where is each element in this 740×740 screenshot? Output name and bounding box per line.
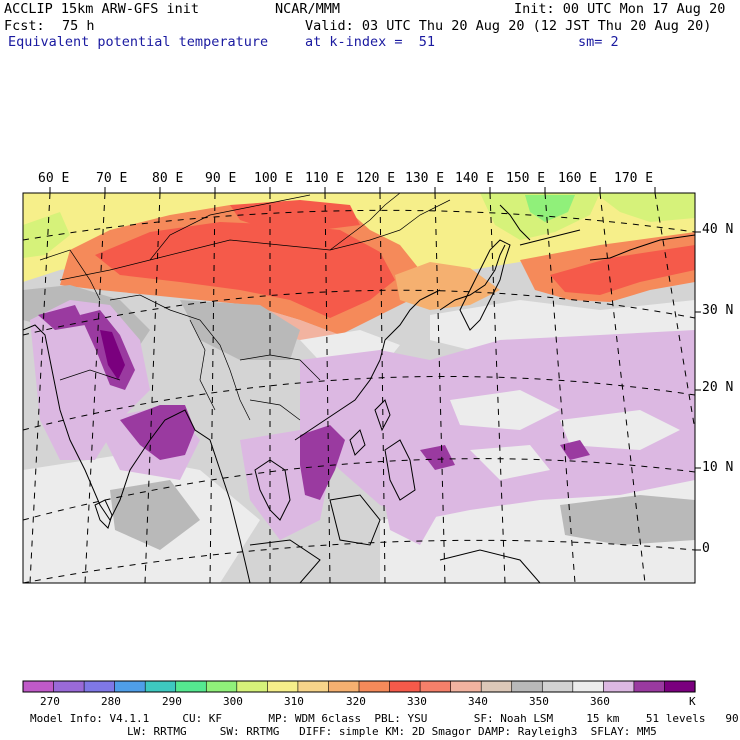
lon-label-90e: 90 E: [205, 171, 237, 186]
colorbar-tick-280: 280: [101, 695, 121, 708]
colorbar-tick-330: 330: [407, 695, 427, 708]
colorbar-cell: [419, 680, 452, 693]
colorbar-tick-290: 290: [162, 695, 182, 708]
colorbar-cell: [480, 680, 513, 693]
forecast-label: Fcst:: [4, 18, 45, 34]
lon-label-80e: 80 E: [152, 171, 184, 186]
organization-label: NCAR/MMM: [275, 1, 341, 17]
colorbar-cell: [603, 680, 635, 693]
forecast-hour: 75 h: [62, 18, 95, 34]
graticule: [23, 193, 695, 583]
colorbar-tick-300: 300: [223, 695, 243, 708]
lat-label-40n: 40 N: [702, 222, 734, 237]
level-index: at k-index = 51: [305, 34, 436, 50]
colorbar-cell: [205, 680, 238, 693]
field-shading: [23, 193, 695, 583]
lon-label-140e: 140 E: [455, 171, 495, 186]
lat-label-10n: 10 N: [702, 460, 734, 475]
axis-ticks: [49, 187, 701, 551]
lon-label-150e: 150 E: [506, 171, 546, 186]
lat-label-30n: 30 N: [702, 303, 734, 318]
colorbar-tick-340: 340: [468, 695, 488, 708]
colorbar-tick-310: 310: [284, 695, 304, 708]
lon-label-60e: 60 E: [38, 171, 70, 186]
lon-label-160e: 160 E: [558, 171, 598, 186]
colorbar-cell: [389, 680, 421, 693]
colorbar-cell: [358, 680, 391, 693]
country-borders: [39, 193, 451, 421]
lon-label-110e: 110 E: [305, 171, 345, 186]
valid-time: Valid: 03 UTC Thu 20 Aug 20 (12 JST Thu …: [305, 18, 712, 34]
lon-label-100e: 100 E: [254, 171, 294, 186]
colorbar-tick-320: 320: [346, 695, 366, 708]
model-info-line1: Model Info: V4.1.1 CU: KF MP: WDM 6class…: [30, 712, 740, 725]
colorbar-cell: [328, 680, 360, 693]
colorbar-cell: [572, 680, 604, 693]
smoothing-label: sm= 2: [578, 34, 619, 50]
lat-label-0: 0: [702, 541, 710, 556]
lon-label-120e: 120 E: [356, 171, 396, 186]
colorbar-cell: [114, 680, 146, 693]
colorbar-cell: [22, 680, 55, 693]
colorbar-cell: [450, 680, 482, 693]
field-name: Equivalent potential temperature: [8, 34, 269, 50]
colorbar-unit: K: [689, 695, 696, 708]
lon-label-130e: 130 E: [405, 171, 445, 186]
colorbar-tick-360: 360: [590, 695, 610, 708]
colorbar-frame: [22, 680, 696, 693]
lon-label-170e: 170 E: [614, 171, 654, 186]
colorbar-cell: [511, 680, 543, 693]
colorbar-cell: [83, 680, 116, 693]
colorbar-cell: [53, 680, 85, 693]
model-title: ACCLIP 15km ARW-GFS init: [4, 1, 200, 17]
colorbar-cell: [267, 680, 299, 693]
colorbar-cell: [664, 680, 696, 693]
map-frame: [22, 192, 696, 584]
colorbar-cell: [175, 680, 207, 693]
init-time: Init: 00 UTC Mon 17 Aug 20: [514, 1, 726, 17]
colorbar-cell: [633, 680, 666, 693]
colorbar-cell: [144, 680, 177, 693]
colorbar-cells: [22, 680, 696, 693]
model-info-line2: LW: RRTMG SW: RRTMG DIFF: simple KM: 2D …: [127, 725, 657, 738]
colorbar-cell: [297, 680, 330, 693]
colorbar-tick-270: 270: [40, 695, 60, 708]
lon-label-70e: 70 E: [96, 171, 128, 186]
colorbar-cell: [541, 680, 574, 693]
lat-label-20n: 20 N: [702, 380, 734, 395]
colorbar-cell: [236, 680, 268, 693]
colorbar-tick-350: 350: [529, 695, 549, 708]
